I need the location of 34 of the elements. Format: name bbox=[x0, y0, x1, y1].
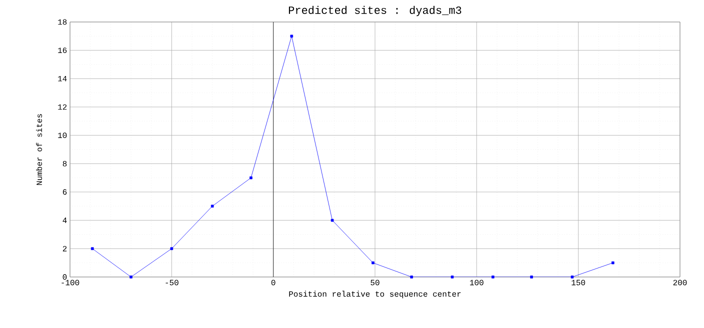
point bbox=[450, 276, 454, 278]
y-tick-label: 4 bbox=[62, 218, 67, 223]
point bbox=[290, 34, 294, 38]
y-tick-label: 16 bbox=[58, 48, 67, 54]
x-tick-label: -100 bbox=[62, 280, 80, 286]
x-tick-label: 0 bbox=[271, 280, 276, 286]
point bbox=[170, 247, 174, 250]
y-tick-label: 12 bbox=[58, 104, 67, 110]
point bbox=[210, 204, 214, 208]
point bbox=[492, 276, 494, 278]
y-tick-label: 2 bbox=[62, 246, 67, 252]
point bbox=[130, 276, 132, 278]
x-tick-label: -50 bbox=[166, 280, 178, 286]
point bbox=[372, 261, 374, 264]
y-axis-title: Number of sites bbox=[36, 114, 42, 185]
x-tick-label: 150 bbox=[572, 280, 586, 286]
y-tick-label: 8 bbox=[62, 160, 67, 166]
x-axis-title: Position relative to sequence center bbox=[289, 290, 461, 298]
point bbox=[330, 218, 334, 222]
y-tick-label: 6 bbox=[62, 189, 67, 195]
y-tick-label: 0 bbox=[62, 274, 67, 280]
point bbox=[530, 276, 533, 278]
y-tick-label: 18 bbox=[58, 19, 67, 25]
point bbox=[90, 247, 94, 250]
point bbox=[410, 276, 413, 278]
x-tick-label: 100 bbox=[470, 280, 484, 286]
x-tick-label: 200 bbox=[673, 280, 687, 286]
point bbox=[250, 176, 252, 180]
y-tick-label: 10 bbox=[58, 132, 67, 138]
chart-title: Predicted sites : dyads_m3 bbox=[288, 6, 462, 16]
y-tick-label: 14 bbox=[58, 76, 67, 82]
point bbox=[612, 261, 614, 264]
point bbox=[570, 276, 574, 278]
x-tick-label: 50 bbox=[370, 280, 380, 286]
